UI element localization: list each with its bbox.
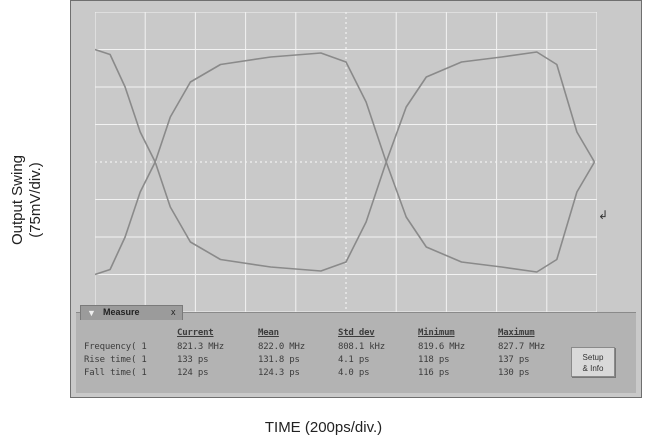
cell: 808.1 kHz [338, 342, 385, 352]
cell: 822.0 MHz [258, 342, 305, 352]
row-label: Frequency( 1 [84, 342, 147, 352]
cell: 124 ps [177, 368, 209, 378]
y-axis-label-text: Output Swing (75mV/div.) [9, 154, 44, 246]
header-maximum: Maximum [498, 328, 535, 338]
cell: 827.7 MHz [498, 342, 545, 352]
cell: 118 ps [418, 355, 450, 365]
header-minimum: Minimum [418, 328, 455, 338]
setup-info-button[interactable]: Setup & Info [571, 347, 615, 377]
measure-tab-title: Measure [103, 307, 140, 317]
waveform-plot [95, 12, 597, 312]
grid [95, 12, 597, 312]
cell: 4.1 ps [338, 355, 370, 365]
header-current: Current [177, 328, 214, 338]
row-label: Rise time( 1 [84, 355, 147, 365]
measure-tab[interactable]: ▼ Measure x [80, 305, 183, 320]
header-stddev: Std dev [338, 328, 375, 338]
measure-panel [76, 312, 636, 393]
info-label: & Info [582, 364, 604, 373]
cell: 137 ps [498, 355, 530, 365]
trigger-marker-icon: ↲ [598, 208, 609, 222]
cell: 116 ps [418, 368, 450, 378]
row-label: Fall time( 1 [84, 368, 147, 378]
cell: 130 ps [498, 368, 530, 378]
setup-label: Setup [582, 353, 604, 362]
close-icon[interactable]: x [171, 307, 176, 317]
header-mean: Mean [258, 328, 279, 338]
waveform-trace-1 [95, 48, 596, 272]
cell: 131.8 ps [258, 355, 300, 365]
collapse-triangle-icon[interactable]: ▼ [87, 308, 96, 318]
traces [95, 48, 596, 276]
cell: 124.3 ps [258, 368, 300, 378]
waveform-trace-2 [95, 52, 596, 276]
x-axis-label: TIME (200ps/div.) [264, 419, 383, 436]
cell: 821.3 MHz [177, 342, 224, 352]
cell: 133 ps [177, 355, 209, 365]
cell: 4.0 ps [338, 368, 370, 378]
cell: 819.6 MHz [418, 342, 465, 352]
